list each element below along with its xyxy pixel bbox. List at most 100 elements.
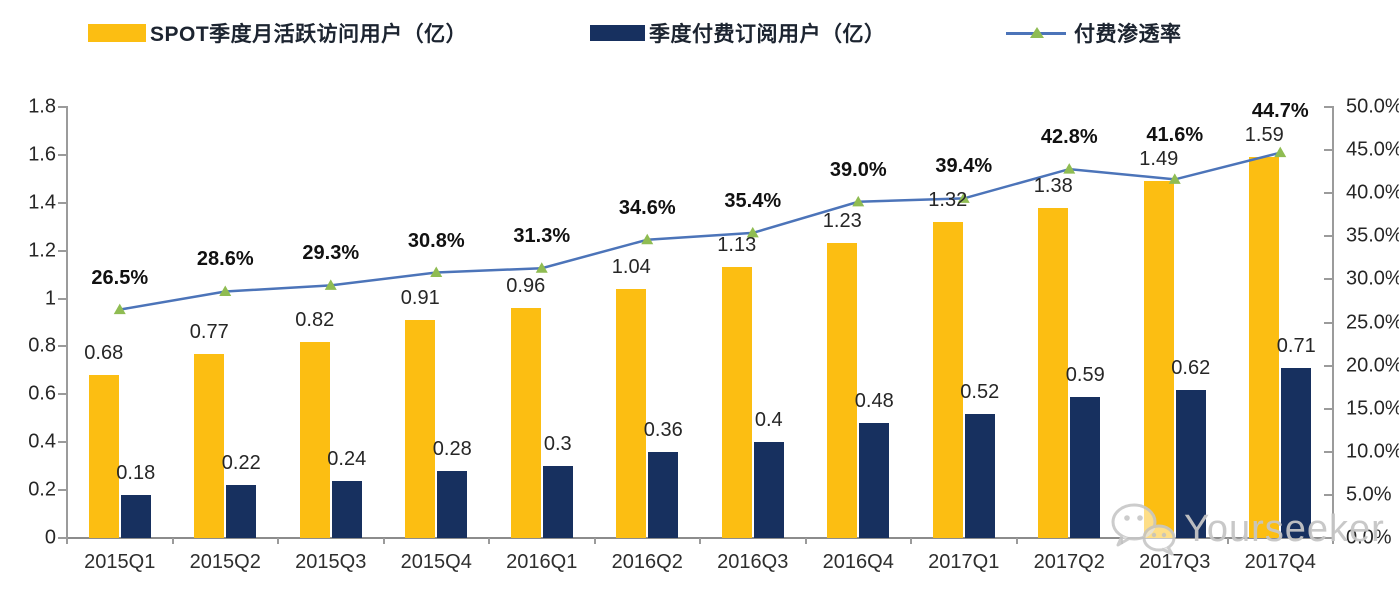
bar-mau-2015Q1 [88,375,119,538]
x-axis-tick [1226,538,1229,544]
x-axis-category-label: 2016Q4 [822,551,894,573]
bar-subs-2016Q1 [542,466,573,538]
x-axis-category-label: 2015Q4 [400,551,472,573]
bar-mau-2015Q4 [405,320,436,538]
bar-mau-value-label: 0.82 [295,308,335,331]
y-axis-right-tick [1324,235,1334,238]
plot-area: 0.68 0.18 26.5% 0.77 0.22 28.6% 0.82 0.24 29.3% 0… [67,100,1333,538]
bar-mau-2016Q1 [510,308,541,538]
legend-label-subs: 季度付费订阅用户（亿） [649,23,886,46]
bar-subs-value-label: 0.36 [643,418,683,441]
bar-subs-value-label: 0.3 [543,433,572,456]
penetration-pct-label: 29.3% [302,242,360,265]
y-axis-right-tick [1324,278,1334,281]
x-axis-tick [488,538,490,544]
y-axis-left-tick-label: 0.2 [28,478,56,501]
y-axis-right-tick [1324,493,1334,496]
bar-mau-value-label: 1.32 [928,188,968,211]
bar-subs-value-label: 0.48 [854,390,894,413]
bar-subs-value-label: 0.4 [754,409,783,432]
bar-subs-2015Q4 [437,470,468,538]
bar-subs-value-label: 0.59 [1065,363,1105,386]
y-axis-right-tick [1324,537,1334,539]
bar-subs-2016Q2 [648,451,679,538]
bar-mau-2017Q1 [932,221,963,538]
bar-mau-2015Q2 [194,353,225,538]
penetration-pct-label: 30.8% [407,229,465,252]
bar-subs-2015Q1 [120,494,151,538]
bar-subs-value-label: 0.28 [432,437,472,460]
x-axis-category-label: 2016Q2 [611,551,683,573]
bar-mau-2016Q2 [616,288,647,538]
bar-mau-value-label: 1.49 [1139,148,1179,171]
y-axis-left-tick [58,489,68,492]
bar-subs-2016Q4 [859,423,890,538]
y-axis-right-tick-label: 30.0% [1346,267,1399,290]
y-axis-right-tick-label: 0.0% [1346,526,1392,549]
penetration-pct-label: 39.4% [935,155,993,178]
wechat-icon [1111,503,1176,556]
bar-subs-value-label: 0.24 [327,447,367,470]
y-axis-right-tick-label: 45.0% [1346,138,1399,161]
penetration-pct-label: 28.6% [196,248,254,271]
bar-mau-value-label: 1.13 [717,234,757,257]
x-axis-category-label: 2017Q3 [1139,551,1211,573]
y-axis-left-tick-label: 1.4 [28,191,56,214]
x-axis-category-label: 2015Q3 [295,551,367,573]
bar-subs-value-label: 0.62 [1171,356,1211,379]
y-axis-left-tick [58,393,68,396]
y-axis-left-tick [58,249,68,252]
x-axis-category-label: 2017Q1 [928,551,1000,573]
bar-mau-value-label: 1.04 [611,255,651,278]
bar-subs-2017Q4 [1281,368,1312,538]
bar-subs-value-label: 0.52 [960,380,1000,403]
y-axis-right-tick [1324,450,1334,453]
penetration-pct-label: 41.6% [1146,124,1204,147]
bar-subs-2017Q1 [964,413,995,538]
y-axis-left-tick [58,345,68,348]
x-axis-tick [910,538,912,544]
bar-subs-2015Q2 [226,485,257,538]
y-axis-right-tick-label: 15.0% [1346,397,1399,420]
legend-item-penetration: 付费渗透率 [1006,18,1182,48]
y-axis-right-tick-label: 5.0% [1346,483,1392,506]
bar-mau-2017Q2 [1038,207,1069,538]
y-axis-left-tick-label: 0.4 [28,430,56,453]
bar-subs-2015Q3 [331,480,362,538]
bar-mau-2016Q3 [721,267,752,538]
x-axis-category-label: 2015Q2 [189,551,261,573]
legend-swatch-mau-bar-icon [88,24,146,42]
bar-subs-value-label: 0.18 [116,461,156,484]
y-axis-right-tick [1324,106,1334,108]
bar-mau-value-label: 0.77 [189,320,229,343]
y-axis-left-tick [58,106,68,108]
penetration-pct-label: 35.4% [724,189,782,212]
bar-mau-value-label: 0.96 [506,275,546,298]
bar-subs-2017Q2 [1070,396,1101,538]
y-axis-left-tick-label: 1.2 [28,239,56,262]
bar-mau-value-label: 0.68 [84,342,124,365]
penetration-pct-label: 34.6% [618,196,676,219]
legend-swatch-subs-bar-icon [590,25,645,41]
legend-item-mau: SPOT季度月活跃访问用户（亿） [88,18,467,48]
x-axis-tick [1015,538,1018,544]
bar-mau-value-label: 1.23 [822,210,862,233]
penetration-pct-label: 26.5% [91,266,149,289]
y-axis-left-tick-label: 0.8 [28,334,56,357]
bar-mau-2017Q3 [1143,181,1174,538]
y-axis-left-line [66,106,68,539]
bar-mau-2016Q4 [827,243,858,538]
legend-label-mau: SPOT季度月活跃访问用户（亿） [150,23,468,46]
watermark: Yourseeker [1108,498,1385,560]
y-axis-left-tick [58,153,68,156]
y-axis-left-tick [58,441,68,444]
x-axis-tick [66,538,68,544]
y-axis-right-tick-label: 50.0% [1346,95,1399,118]
chart-legend: SPOT季度月活跃访问用户（亿） 季度付费订阅用户（亿） 付费渗透率 [0,0,1399,60]
y-axis-left-tick-label: 1 [44,287,56,310]
penetration-pct-label: 31.3% [513,225,571,248]
y-axis-left-tick-label: 0 [44,526,56,549]
y-axis-left-tick [58,201,68,204]
y-axis-right-tick-label: 35.0% [1346,224,1399,247]
y-axis-left-tick-label: 1.8 [28,95,56,118]
